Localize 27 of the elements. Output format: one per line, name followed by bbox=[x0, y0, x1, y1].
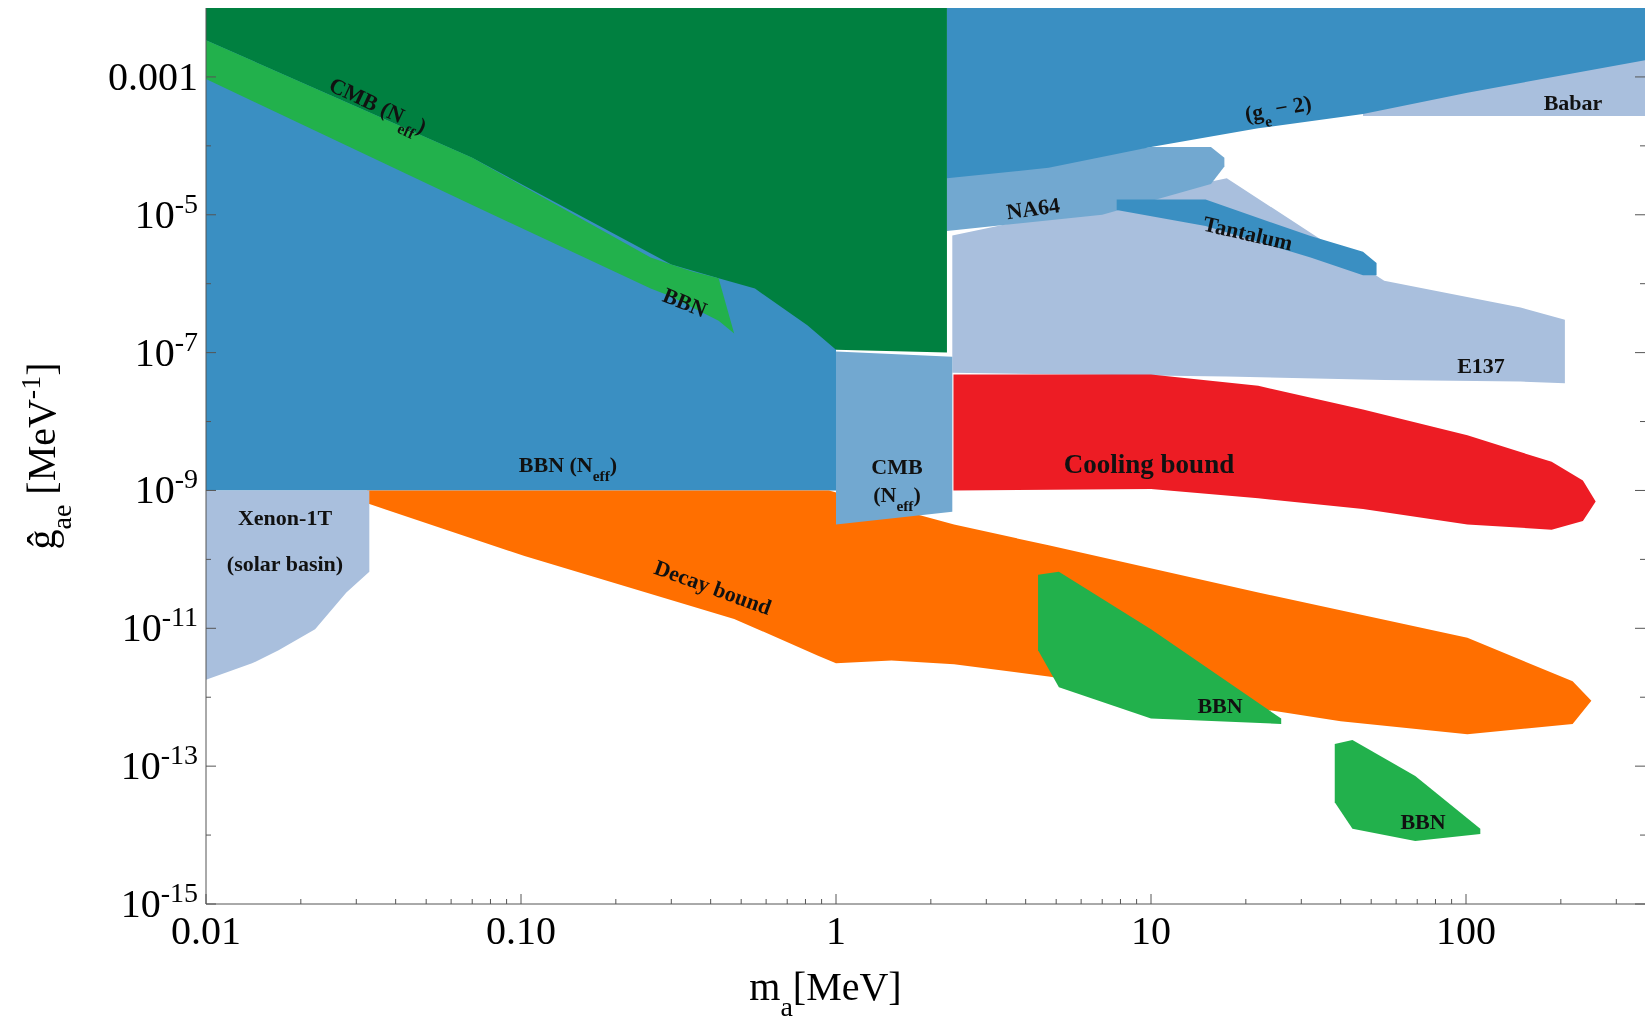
annotation: BBN bbox=[1400, 808, 1446, 834]
annotation: BBN bbox=[659, 282, 711, 323]
annotation: NA64 bbox=[1004, 192, 1062, 225]
annotation: CMB bbox=[871, 453, 923, 479]
y-tick-label: 10$^{-5}$ bbox=[134, 187, 198, 237]
y-tick-label: 10$^{-13}$ bbox=[120, 738, 198, 789]
x-tick-label: 1 bbox=[826, 908, 847, 953]
y-tick-label: 10$^{-7}$ bbox=[134, 325, 198, 375]
annotation: CMB (N$_{eff}$) bbox=[325, 71, 431, 142]
annotation: E137 bbox=[1457, 352, 1505, 378]
annotation: BBN (N$_{eff}$) bbox=[518, 451, 618, 484]
annotation: Tantalum bbox=[1200, 210, 1296, 256]
annotation: Xenon-1T bbox=[237, 504, 333, 530]
y-tick-label: 0.001 bbox=[108, 53, 198, 99]
annotation: Decay bound bbox=[650, 554, 775, 620]
x-tick-label: 0.10 bbox=[486, 908, 556, 953]
annotation: Cooling bound bbox=[1063, 449, 1235, 480]
y-tick-label: 10$^{-9}$ bbox=[134, 462, 198, 513]
x-axis-title: m$_{a}$[MeV] bbox=[749, 964, 902, 1022]
y-tick-label: 10$^{-11}$ bbox=[121, 600, 198, 651]
annotation: BBN bbox=[1197, 692, 1243, 718]
annotation: Babar bbox=[1543, 89, 1603, 115]
x-tick-label: 10 bbox=[1131, 908, 1172, 953]
annotation: (g$_{e}$ − 2) bbox=[1242, 90, 1314, 130]
annotation: (N$_{eff}$) bbox=[873, 481, 921, 514]
annotation: (solar basin) bbox=[226, 550, 344, 576]
x-tick-label: 100 bbox=[1436, 908, 1497, 953]
